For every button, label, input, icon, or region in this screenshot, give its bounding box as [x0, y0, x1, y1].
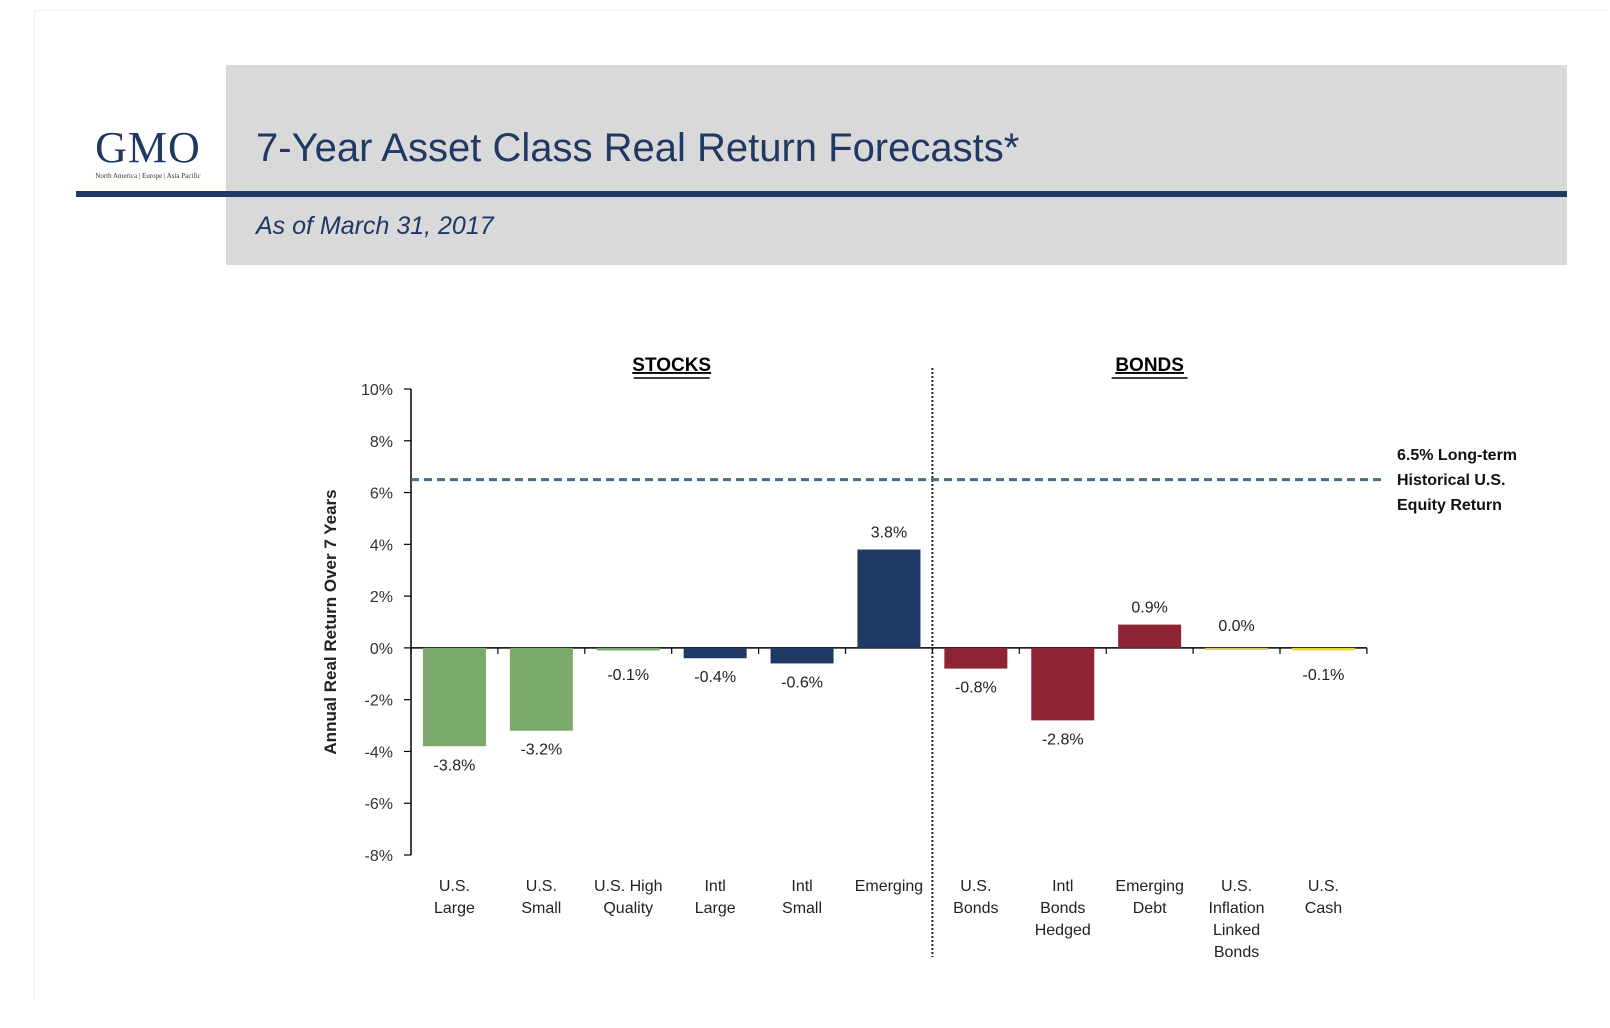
logo-word: GMO: [95, 123, 201, 172]
y-tick-label: 8%: [370, 434, 393, 451]
bar: [1205, 647, 1269, 650]
bar: [1118, 624, 1182, 648]
data-label: -3.8%: [434, 757, 476, 774]
header-band: [226, 65, 1567, 265]
x-tick-label: Quality: [603, 900, 653, 917]
data-label: 0.0%: [1218, 618, 1254, 635]
bar: [683, 647, 747, 659]
y-tick-label: -2%: [365, 693, 393, 710]
x-tick-label: Emerging: [1115, 878, 1183, 895]
header-rule: [76, 191, 1567, 197]
gmo-logo: GMO North America | Europe | Asia Pacifi…: [80, 123, 216, 181]
data-label: -2.8%: [1042, 731, 1084, 748]
x-tick-label: Small: [782, 900, 822, 917]
data-label: 3.8%: [871, 525, 907, 542]
x-tick-label: Cash: [1305, 900, 1342, 917]
bar: [1291, 647, 1355, 651]
bar: [509, 647, 573, 731]
x-tick-label: Intl: [1052, 878, 1073, 895]
x-tick-label: U.S.: [960, 878, 991, 895]
reference-line-label: 6.5% Long-term: [1397, 447, 1517, 464]
group-header-stocks: STOCKS: [632, 355, 711, 376]
logo-tagline: North America | Europe | Asia Pacific: [95, 172, 201, 180]
x-tick-label: Bonds: [1214, 944, 1259, 961]
y-tick-label: 2%: [370, 589, 393, 606]
x-tick-label: U.S.: [1221, 878, 1252, 895]
data-label: 0.9%: [1131, 600, 1167, 617]
x-tick-label: Inflation: [1209, 900, 1265, 917]
x-tick-label: Debt: [1133, 900, 1167, 917]
bar: [857, 549, 921, 648]
y-axis-title: Annual Real Return Over 7 Years: [321, 489, 340, 754]
y-tick-label: -6%: [365, 796, 393, 813]
y-tick-label: 4%: [370, 537, 393, 554]
data-label: -0.4%: [694, 669, 736, 686]
x-tick-label: Large: [695, 900, 736, 917]
y-tick-label: -8%: [365, 848, 393, 865]
y-tick-label: 0%: [370, 641, 393, 658]
x-tick-label: Linked: [1213, 922, 1260, 939]
reference-line-label: Historical U.S.: [1397, 472, 1505, 489]
x-tick-label: Large: [434, 900, 475, 917]
data-label: -0.6%: [781, 674, 823, 691]
x-tick-label: Intl: [791, 878, 812, 895]
x-tick-label: Intl: [704, 878, 725, 895]
data-label: -0.1%: [1303, 667, 1345, 684]
bar: [1031, 647, 1095, 721]
x-tick-label: Bonds: [953, 900, 998, 917]
page-title: 7-Year Asset Class Real Return Forecasts…: [256, 126, 1020, 170]
y-tick-label: 10%: [361, 382, 393, 399]
bar: [422, 647, 486, 747]
bar: [770, 647, 834, 664]
x-tick-label: Small: [521, 900, 561, 917]
x-tick-label: Emerging: [855, 878, 923, 895]
data-label: -0.8%: [955, 680, 997, 697]
x-tick-label: Hedged: [1035, 922, 1091, 939]
reference-line-label: Equity Return: [1397, 497, 1502, 514]
x-tick-label: U.S.: [439, 878, 470, 895]
page-subtitle: As of March 31, 2017: [256, 212, 494, 240]
y-tick-label: 6%: [370, 486, 393, 503]
x-tick-label: U.S.: [526, 878, 557, 895]
data-label: -3.2%: [520, 742, 562, 759]
group-header-bonds: BONDS: [1115, 355, 1184, 376]
x-tick-label: U.S.: [1308, 878, 1339, 895]
y-tick-label: -4%: [365, 744, 393, 761]
x-tick-label: Bonds: [1040, 900, 1085, 917]
x-tick-label: U.S. High: [594, 878, 662, 895]
bar: [596, 647, 660, 651]
data-label: -0.1%: [607, 667, 649, 684]
bar: [944, 647, 1008, 669]
